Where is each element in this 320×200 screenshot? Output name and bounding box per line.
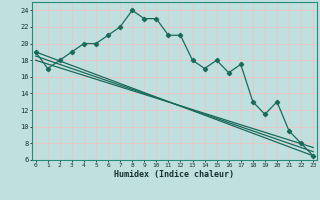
X-axis label: Humidex (Indice chaleur): Humidex (Indice chaleur) [115, 170, 234, 179]
